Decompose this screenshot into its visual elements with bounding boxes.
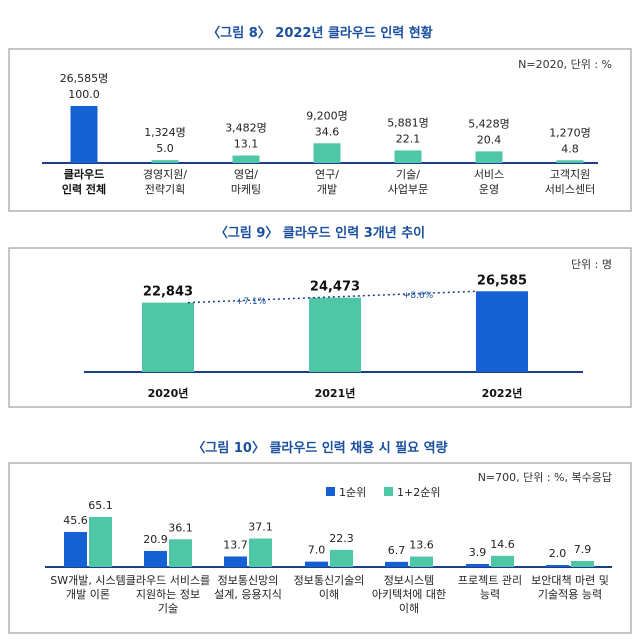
figure-10-bar-rank1 [64,531,87,567]
figure-10-value-label: 36.1 [168,521,193,534]
figure-10-bar-rank1 [144,550,167,567]
figure-10-value-label: 14.6 [490,538,515,551]
figure-8-bar [151,160,179,163]
figure-8-panel [8,48,632,212]
figure-9-bar [476,291,528,372]
figure-10-bar-rank1-2 [89,517,112,567]
figure-10-bar-rank1-2 [249,538,272,567]
figure-9-category-label: 2022년 [482,386,523,400]
figure-9-bar [142,302,194,372]
figure-9-category-label: 2021년 [315,386,356,400]
figure-10-bar-rank1 [466,564,489,567]
figure-8-value-label: 4.8 [561,142,579,155]
figure-8-category-label: 기술/사업부문 [388,168,428,196]
figure-10-value-label: 45.6 [63,514,88,527]
figure-8-bar [70,106,98,163]
figure-8-value-label: 20.4 [477,133,502,146]
figure-10-panel [8,462,632,634]
figure-10-plot: 45.665.1 SW개발, 시스템 개발 이론 20.936.1 클라우드 서비스를 지… [45,486,612,615]
figure-9-trend-line [187,290,477,304]
figure-10-category-label: 클라우드 서비스를 지원하는 정보 기술 [126,574,210,615]
figure-10-value-label: 7.0 [308,544,326,557]
figure-10-value-label: 65.1 [88,499,113,512]
figure-10-legend: 1순위 1+2순위 [326,486,440,499]
figure-10-category-label: 보안대책 마련 및 기술적용 능력 [531,574,609,601]
figure-10-category-label: 정보시스템 아키텍처에 대한 이해 [372,574,446,615]
figure-10-bar-rank1-2 [169,539,192,567]
figure-8-value-label: 34.6 [315,125,340,138]
figure-10-value-label: 20.9 [143,533,168,546]
legend-swatch-rank1 [326,487,335,496]
figure-10-value-label: 22.3 [329,532,354,545]
figure-8-bar [394,150,422,163]
figure-8-category-label: 영업/마케팅 [231,168,261,196]
figure-8-bar [475,151,503,163]
figure-10-value-label: 13.6 [409,539,434,552]
figure-8-title: 〈그림 8〉 2022년 클라우드 인력 현황 [207,25,432,41]
figure-8-value-label: 100.0 [68,88,100,101]
figure-10-bar-rank1-2 [330,549,353,567]
figure-10-bar-rank1 [385,561,408,567]
figure-8-bar [556,160,584,163]
figure-8-category-label: 경영지원/전략기획 [143,168,187,196]
figure-10-bar-rank1 [546,565,569,567]
figure-8-count-label: 1,324명 [144,126,186,139]
figure-8-category-label: 고객지원 서비스센터 [545,168,596,196]
figure-8-unit-note: N=2020, 단위 : % [518,58,612,71]
figure-10-value-label: 7.9 [574,543,592,556]
figure-10-category-label: 정보통신망의 설계, 응용지식 [214,574,282,601]
figure-10-value-label: 2.0 [549,547,567,560]
figure-10-bar-rank1-2 [491,555,514,567]
figure-10-category-label: 프로젝트 관리 능력 [458,574,522,601]
figure-8-category-label: 클라우드 인력 전체 [62,167,106,196]
figure-10-unit-note: N=700, 단위 : %, 복수응답 [478,471,612,484]
figure-9-panel [8,247,632,408]
figure-9-growth-label: +8.6% [403,291,434,301]
figure-8-count-label: 5,881명 [387,116,429,129]
figure-9-value-label: 26,585 [477,273,527,288]
figure-8-bar [313,143,341,163]
legend-label-rank1: 1순위 [339,486,366,499]
figure-10-value-label: 3.9 [469,546,487,559]
figure-9-growth-label: +7.1% [236,297,267,307]
figure-10-value-label: 13.7 [223,538,248,551]
figure-9-category-label: 2020년 [148,386,189,400]
figure-10-bar-rank1 [224,556,247,567]
figure-9-title: 〈그림 9〉 클라우드 인력 3개년 추이 [215,225,425,241]
figure-9-bar [309,297,361,372]
figure-8-count-label: 9,200명 [306,109,348,122]
figure-10-category-label: 정보통신기술의 이해 [294,574,365,601]
figure-9-value-label: 24,473 [310,280,360,295]
legend-swatch-rank1-2 [384,487,393,496]
figure-8-bar [232,155,260,163]
figure-10-bar-rank1-2 [571,560,594,567]
figure-8-value-label: 22.1 [396,132,421,145]
figure-9-unit-note: 단위 : 명 [571,258,612,271]
figure-8-value-label: 5.0 [156,142,174,155]
figure-10-title: 〈그림 10〉 클라우드 인력 채용 시 필요 역량 [192,440,447,456]
figure-10-value-label: 37.1 [248,521,273,534]
figure-8-category-label: 서비스 운영 [474,168,504,196]
legend-label-rank1-2: 1+2순위 [397,486,440,499]
figure-10-bar-rank1-2 [410,556,433,567]
figure-10-category-label: SW개발, 시스템 개발 이론 [50,574,125,601]
figure-8-count-label: 3,482명 [225,122,267,135]
figure-9-plot: 22,843 2020년 24,473 2021년 26,585 2022년 +7.1% +8… [84,273,583,400]
figure-10-value-label: 6.7 [388,544,406,557]
figure-8-count-label: 5,428명 [468,117,510,130]
figure-8-value-label: 13.1 [234,138,259,151]
figure-8-category-label: 연구/개발 [315,168,339,196]
figure-10-bar-rank1 [305,561,328,567]
figure-8-count-label: 26,585명 [60,72,109,85]
figure-9-value-label: 22,843 [143,285,193,300]
figure-8-count-label: 1,270명 [549,126,591,139]
